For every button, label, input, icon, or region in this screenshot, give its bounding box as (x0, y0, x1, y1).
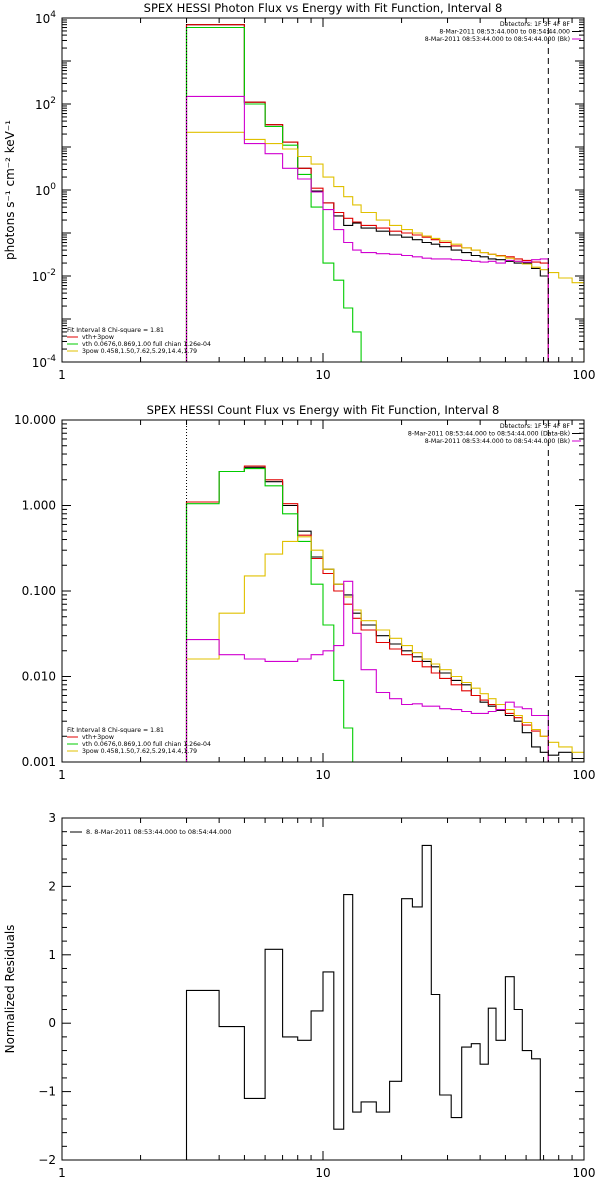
series-line-0 (185, 24, 549, 362)
y-tick-label: 1.000 (22, 499, 56, 513)
y-tick-label: 2 (48, 879, 56, 893)
legend-entry: Detectors: 1F 3F 4F 8F (500, 423, 571, 430)
y-tick-label: 10.000 (14, 413, 56, 427)
series-line-4 (185, 95, 549, 362)
plot-frame (61, 419, 585, 763)
y-axis-label: photons s⁻¹ cm⁻² keV⁻¹ (3, 120, 17, 260)
legend-entry: 8-Mar-2011 08:53:44.000 to 08:54:44.000 (439, 29, 570, 36)
y-tick-label: −1 (38, 1085, 56, 1099)
y-tick-exponent: -2 (47, 268, 56, 278)
legend-entry: 8-Mar-2011 08:53:44.000 to 08:54:44.000 … (425, 438, 570, 445)
y-tick-exponent: 4 (50, 10, 56, 20)
y-tick-exponent: -4 (47, 354, 56, 364)
plot-frame (61, 817, 585, 1161)
y-tick-label: 104 (35, 10, 56, 26)
y-tick-label: −2 (38, 1153, 56, 1167)
y-tick-exponent: 0 (50, 182, 56, 192)
y-tick-base: 10 (32, 270, 47, 284)
fit-legend-entry: 3pow 0.458,1.50,7.62,5.29,14.4,1.79 (82, 348, 197, 355)
series-line-1 (185, 465, 549, 762)
y-axis-label: Normalized Residuals (3, 925, 17, 1054)
fit-legend-entry: 3pow 0.458,1.50,7.62,5.29,14.4,1.79 (82, 748, 197, 755)
y-tick-label: 0 (48, 1016, 56, 1030)
chart-title: SPEX HESSI Photon Flux vs Energy with Fi… (144, 1, 503, 15)
series-group (185, 24, 584, 362)
x-tick-label: 10 (315, 768, 330, 782)
y-tick-label: 1 (48, 948, 56, 962)
x-tick-label: 10 (315, 368, 330, 382)
fit-legend-entry: vth 0.0676,0.869,1.00 full chian 1.26e-0… (82, 741, 211, 748)
y-tick-label: 0.100 (22, 584, 56, 598)
plot-frame (61, 17, 585, 363)
x-tick-label: 100 (573, 768, 596, 782)
series-line-2 (185, 468, 362, 762)
y-tick-label: 10-2 (32, 268, 56, 284)
series-group (185, 844, 549, 1160)
x-tick-label: 1 (58, 1166, 66, 1180)
fit-legend-entry: Fit Interval 8 Chi-square = 1.81 (67, 327, 164, 334)
fit-legend-entry: vth+3pow (82, 334, 114, 341)
y-tick-exponent: 2 (50, 96, 56, 106)
x-tick-label: 10 (315, 1166, 330, 1180)
chart-title: SPEX HESSI Count Flux vs Energy with Fit… (147, 403, 500, 417)
y-tick-base: 10 (35, 184, 50, 198)
x-tick-label: 1 (58, 368, 66, 382)
y-tick-label: 0.010 (22, 670, 56, 684)
y-tick-label: 10-4 (32, 354, 57, 370)
x-tick-label: 100 (573, 368, 596, 382)
y-tick-label: 3 (48, 811, 56, 825)
residuals-panel: Normalized Residuals 1 10 100 −2 −1 0 1 2 3 8. 8-M… (3, 811, 595, 1180)
series-line-3 (185, 131, 584, 362)
y-tick-label: 100 (35, 182, 56, 198)
x-tick-label: 100 (573, 1166, 596, 1180)
count-flux-panel: SPEX HESSI Count Flux vs Energy with Fit… (14, 403, 595, 782)
series-line-3 (185, 536, 584, 762)
y-tick-label: 102 (35, 96, 56, 112)
fit-legend-entry: vth 0.0676,0.869,1.00 full chian 1.26e-0… (82, 341, 211, 348)
legend-entry: 8-Mar-2011 08:53:44.000 to 08:54:44.000 … (425, 36, 570, 43)
series-line-0 (185, 844, 549, 1160)
fit-legend-entry: Fit Interval 8 Chi-square = 1.81 (67, 727, 164, 734)
y-tick-base: 10 (32, 356, 47, 370)
fit-legend-entry: vth+3pow (82, 734, 114, 741)
photon-flux-panel: SPEX HESSI Photon Flux vs Energy with Fi… (3, 1, 595, 382)
series-line-4 (185, 580, 549, 762)
legend-entry: 8-Mar-2011 08:53:44.000 to 08:54:44.000 … (408, 431, 570, 438)
y-tick-base: 10 (35, 12, 50, 26)
x-tick-label: 1 (58, 768, 66, 782)
y-tick-label: 0.001 (22, 755, 56, 769)
legend-entry: 8. 8-Mar-2011 08:53:44.000 to 08:54:44.0… (86, 828, 232, 836)
series-line-2 (185, 26, 377, 362)
series-line-1 (185, 24, 549, 362)
y-tick-base: 10 (35, 98, 50, 112)
legend-entry: Detectors: 1F 3F 4F 8F (500, 21, 571, 28)
series-group (185, 465, 584, 762)
series-line-0 (185, 466, 584, 762)
